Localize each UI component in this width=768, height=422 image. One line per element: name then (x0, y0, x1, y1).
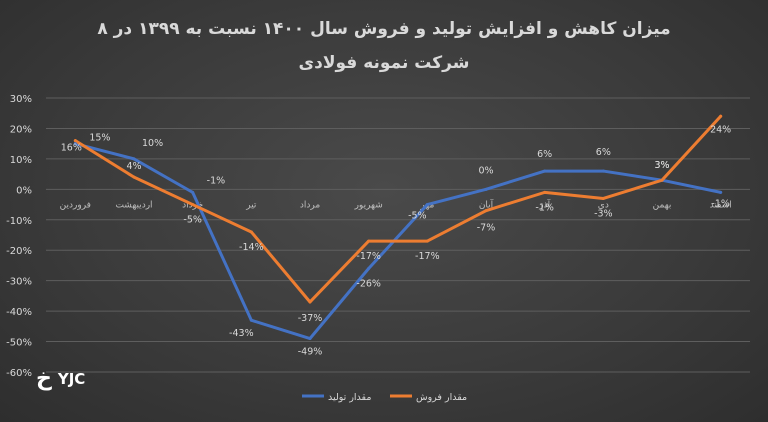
data-point (601, 196, 605, 200)
data-label: 0% (478, 165, 493, 176)
y-tick-label: -20% (6, 246, 32, 257)
data-label: -1% (207, 175, 226, 186)
data-point (367, 266, 371, 270)
logo-text: YJC (57, 370, 86, 388)
data-label: -7% (477, 223, 496, 234)
data-point (308, 337, 312, 341)
data-label: -17% (356, 251, 381, 262)
legend-label: مقدار تولید (328, 392, 371, 403)
data-point (73, 139, 77, 143)
data-label: 10% (142, 138, 163, 149)
data-point (660, 178, 664, 182)
x-tick-label: آبان (479, 198, 494, 210)
yjc-logo: خ YJC (36, 368, 85, 390)
data-label: -3% (594, 208, 613, 219)
data-point (601, 169, 605, 173)
legend-label: مقدار فروش (416, 392, 467, 403)
y-tick-label: -40% (6, 307, 32, 318)
data-label: -1% (711, 198, 730, 209)
chart-title: میزان کاهش و افزایش تولید و فروش سال ۱۴۰… (0, 12, 768, 80)
data-point (367, 239, 371, 243)
data-label: -43% (229, 328, 254, 339)
logo-mark-icon: خ (36, 366, 52, 391)
data-point (425, 203, 429, 207)
data-label: -14% (239, 242, 264, 253)
data-label: -26% (356, 278, 381, 289)
data-label: -49% (298, 347, 323, 358)
data-point (132, 175, 136, 179)
data-label: 4% (126, 161, 141, 172)
y-tick-label: 0% (16, 185, 32, 196)
data-point (191, 190, 195, 194)
series-line (73, 142, 723, 341)
x-tick-label: اردیبهشت (115, 200, 152, 210)
data-point (543, 190, 547, 194)
data-label: 16% (61, 143, 82, 154)
x-tick-label: مرداد (300, 200, 320, 210)
x-tick-label: شهریور (354, 200, 383, 210)
y-tick-label: 20% (10, 124, 32, 135)
data-label: -1% (535, 202, 554, 213)
data-label: 6% (596, 147, 611, 158)
data-label: -5% (408, 211, 427, 222)
data-point (132, 157, 136, 161)
x-tick-label: دی (598, 200, 609, 210)
data-point (543, 169, 547, 173)
y-tick-label: -50% (6, 338, 32, 349)
y-tick-label: 10% (10, 155, 32, 166)
data-point (249, 318, 253, 322)
data-point (719, 190, 723, 194)
data-point (249, 230, 253, 234)
y-tick-label: -10% (6, 216, 32, 227)
data-point (308, 300, 312, 304)
data-label: -5% (183, 215, 202, 226)
x-tick-label: تیر (245, 200, 257, 210)
series-line (73, 114, 723, 304)
x-tick-label: اسفند (710, 200, 732, 210)
x-tick-label: بهمن (653, 200, 672, 210)
chart-title-line2: شرکت نمونه فولادی (298, 53, 470, 73)
data-label: 6% (537, 149, 552, 160)
x-tick-label: آذر (538, 198, 550, 210)
data-point (425, 239, 429, 243)
x-tick-label: فروردین (60, 200, 91, 210)
data-label: 24% (710, 124, 731, 135)
y-tick-label: 30% (10, 94, 32, 105)
y-tick-label: -30% (6, 277, 32, 288)
y-tick-label: -60% (6, 368, 32, 379)
data-point (191, 203, 195, 207)
chart-title-line1: میزان کاهش و افزایش تولید و فروش سال ۱۴۰… (97, 19, 671, 39)
data-point (73, 142, 77, 146)
data-label: 3% (654, 160, 669, 171)
data-point (484, 209, 488, 213)
data-point (484, 187, 488, 191)
data-label: 3% (654, 160, 669, 171)
data-point (719, 114, 723, 118)
data-label: -17% (415, 251, 440, 262)
data-label: -37% (298, 313, 323, 324)
data-label: 15% (89, 133, 110, 144)
